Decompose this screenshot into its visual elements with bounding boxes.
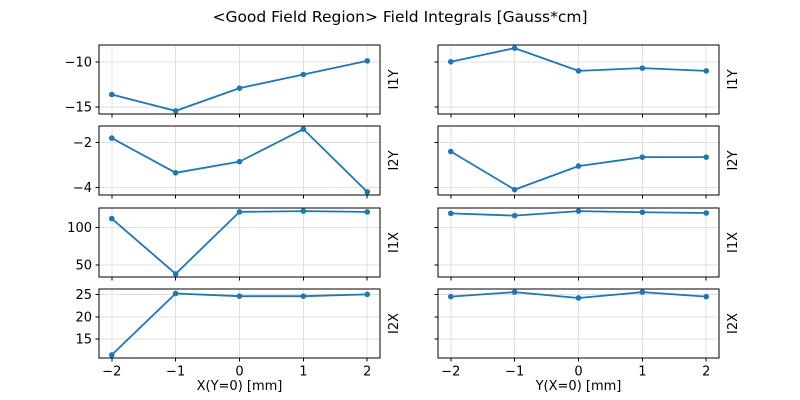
subplot-I1Y-left: −15 −10 I1Y: [65, 44, 402, 118]
ylabel-I1Y: I1Y: [387, 69, 402, 89]
data-point: [639, 154, 646, 160]
y-tick-label: 50: [75, 258, 92, 273]
y-tick-label: 25: [75, 288, 92, 303]
xlabel-right-column: Y(X=0) [mm]: [535, 379, 622, 394]
data-point: [300, 71, 307, 78]
data-point: [108, 352, 115, 358]
data-point: [364, 209, 371, 215]
data-point: [108, 135, 115, 141]
data-point: [575, 163, 582, 169]
data-point: [511, 289, 518, 295]
y-tick-label: −2: [73, 136, 92, 151]
x-tick-label: 0: [574, 365, 582, 380]
ylabel-I2X: I2X: [726, 313, 741, 334]
data-point: [703, 68, 710, 74]
x-tick-label: 1: [638, 365, 646, 380]
data-point: [639, 289, 646, 295]
y-tick-label: 20: [75, 310, 92, 325]
data-point: [447, 293, 454, 300]
data-point: [172, 108, 179, 114]
subplot-I2Y-right: I2Y: [434, 125, 741, 199]
data-point: [236, 85, 243, 91]
y-tick-label: −4: [73, 181, 92, 196]
ylabel-I2Y: I2Y: [726, 150, 741, 170]
subplot-I2Y-left: −4 −2 I2Y: [73, 125, 402, 199]
data-point: [703, 210, 710, 216]
subplot-I1Y-right: I1Y: [434, 44, 741, 118]
data-point: [236, 158, 243, 165]
data-point: [364, 189, 371, 195]
data-point: [364, 58, 371, 64]
data-point: [639, 65, 646, 71]
y-tick-label: −15: [65, 101, 92, 116]
data-point: [575, 295, 582, 301]
data-point: [511, 45, 518, 51]
y-tick-label: 15: [75, 333, 92, 348]
x-tick-label: −2: [441, 365, 460, 380]
data-point: [639, 209, 646, 216]
data-point: [447, 148, 454, 155]
x-tick-label: −2: [102, 365, 121, 380]
x-tick-label: −1: [505, 365, 524, 380]
ylabel-I2Y: I2Y: [387, 150, 402, 170]
data-point: [300, 208, 307, 214]
subplot-I1X-right: I1X: [434, 207, 741, 281]
data-point: [236, 209, 243, 215]
subplot-I2X-left: −2 −1 0 1 2 15 20 25 I2X: [75, 288, 402, 380]
data-point: [575, 68, 582, 74]
data-point: [575, 208, 582, 214]
data-point: [703, 154, 710, 160]
x-tick-label: 1: [299, 365, 307, 380]
data-point: [447, 210, 454, 217]
data-point: [511, 212, 518, 219]
x-tick-label: 0: [235, 365, 243, 380]
subplot-I2X-right: −2 −1 0 1 2 I2X: [434, 288, 741, 380]
data-point: [172, 170, 179, 176]
data-point: [364, 291, 371, 298]
ylabel-I1Y: I1Y: [726, 69, 741, 89]
data-point: [172, 290, 179, 297]
data-point: [511, 186, 518, 193]
data-point: [172, 271, 179, 277]
data-point: [236, 293, 243, 299]
y-tick-label: −10: [65, 55, 92, 70]
data-point: [108, 215, 115, 222]
data-point: [300, 293, 307, 299]
x-tick-label: −1: [166, 365, 185, 380]
data-point: [447, 58, 454, 65]
y-tick-label: 100: [67, 221, 92, 236]
figure-title: <Good Field Region> Field Integrals [Gau…: [212, 8, 587, 26]
data-point: [300, 126, 307, 132]
x-tick-label: 2: [363, 365, 371, 380]
x-tick-label: 2: [702, 365, 710, 380]
subplot-I1X-left: 50 100 I1X: [67, 207, 402, 281]
ylabel-I1X: I1X: [387, 232, 402, 253]
data-point: [108, 91, 115, 98]
ylabel-I2X: I2X: [387, 313, 402, 334]
xlabel-left-column: X(Y=0) [mm]: [197, 379, 283, 394]
ylabel-I1X: I1X: [726, 232, 741, 253]
data-point: [703, 293, 710, 300]
